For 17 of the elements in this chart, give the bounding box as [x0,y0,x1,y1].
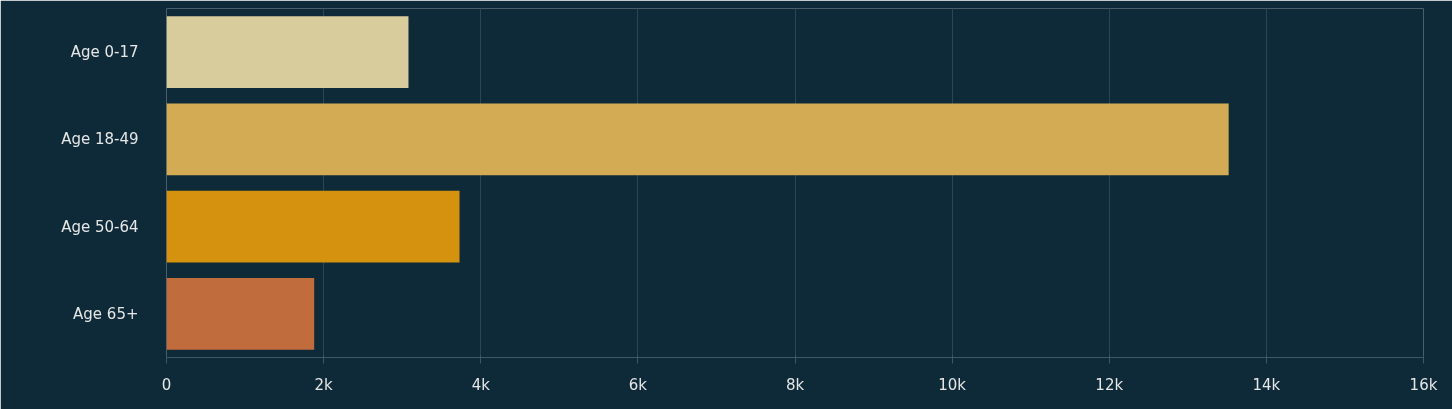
y-tick-label: Age 50-64 [61,217,139,236]
y-tick-label: Age 65+ [73,304,139,323]
bar [166,16,409,88]
y-tick-label: Age 0-17 [70,43,139,62]
bar [166,278,315,350]
x-tick-label: 2k [314,375,334,394]
bar [166,190,460,263]
x-tick-label: 8k [785,375,805,394]
x-tick-label: 10k [938,375,967,394]
x-tick-label: 12k [1095,375,1124,394]
x-tick-label: 0 [161,375,172,394]
bar [166,103,1229,176]
y-tick-label: Age 18-49 [61,130,139,149]
x-tick-label: 16k [1409,375,1438,394]
x-tick-label: 4k [471,375,491,394]
x-tick-label: 6k [628,375,648,394]
x-tick-label: 14k [1252,375,1281,394]
